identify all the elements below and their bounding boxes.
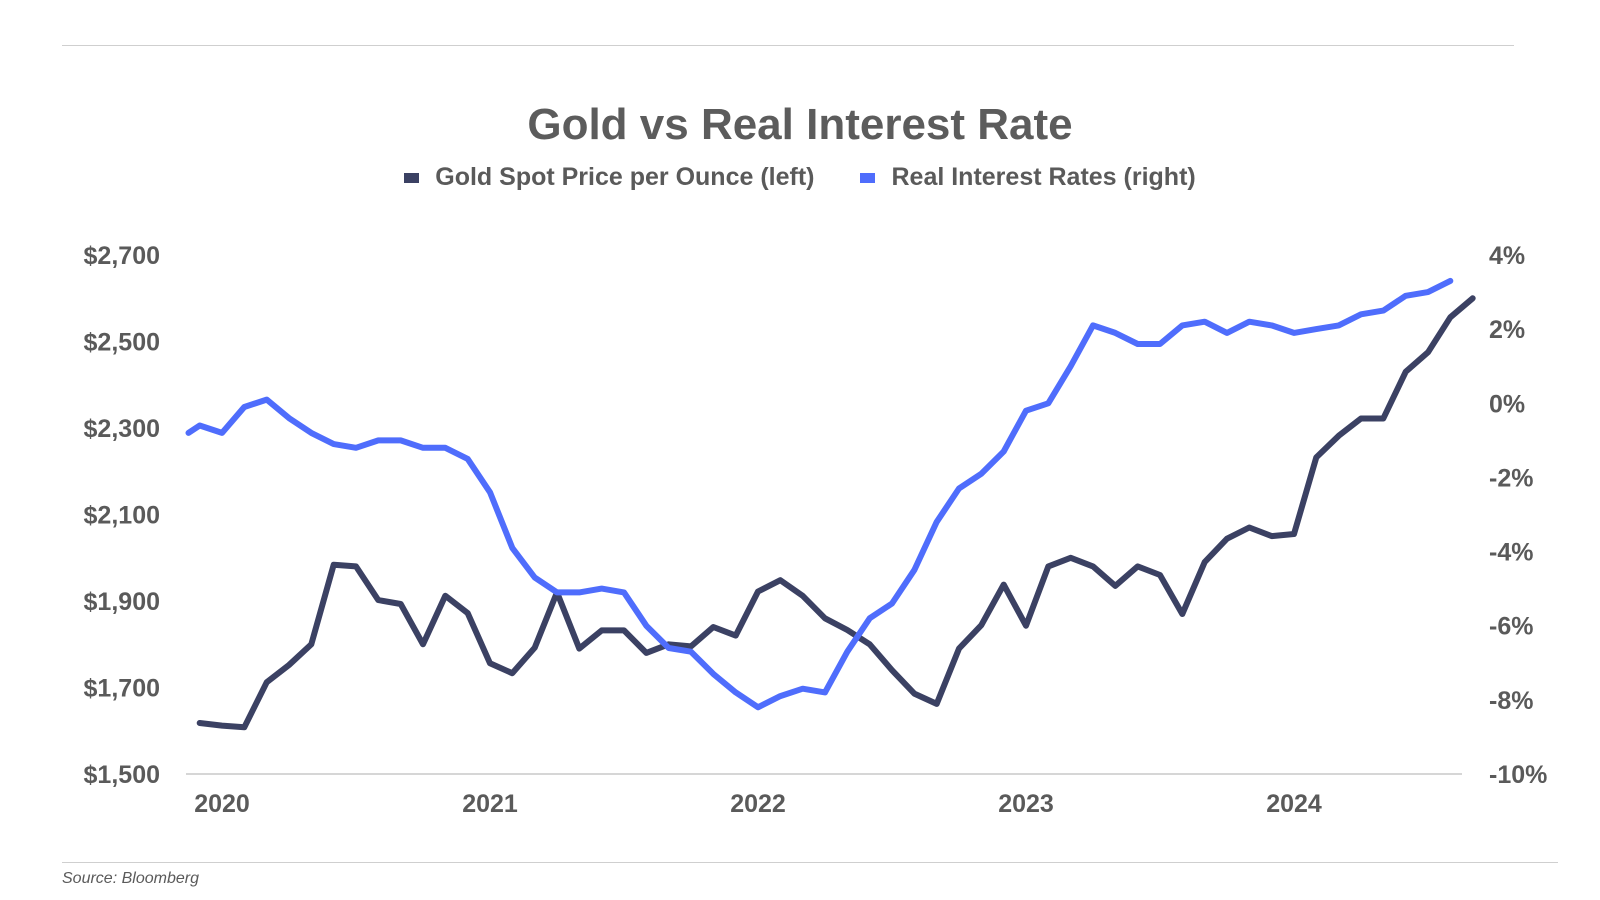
right-axis-tick-label: -10% [1489, 761, 1547, 789]
left-axis-tick-label: $2,100 [84, 502, 160, 530]
legend: Gold Spot Price per Ounce (left) Real In… [0, 163, 1600, 192]
left-axis-tick-label: $2,700 [84, 242, 160, 270]
right-axis-tick-label: -2% [1489, 464, 1533, 492]
x-axis-tick-label: 2024 [1266, 790, 1322, 818]
right-axis-tick-label: -6% [1489, 613, 1533, 641]
right-axis-tick-label: -8% [1489, 687, 1533, 715]
x-axis-tick-label: 2023 [998, 790, 1054, 818]
left-axis-tick-label: $2,300 [84, 415, 160, 443]
right-axis-tick-label: 2% [1489, 316, 1525, 344]
top-divider [62, 45, 1514, 46]
legend-swatch-gold [404, 172, 420, 183]
right-axis-tick-label: -4% [1489, 539, 1533, 567]
series-line-gold [196, 295, 1476, 731]
left-axis-tick-label: $1,900 [84, 588, 160, 616]
bottom-divider [62, 862, 1558, 863]
left-axis-tick-label: $2,500 [84, 329, 160, 357]
legend-item-gold: Gold Spot Price per Ounce (left) [404, 163, 814, 192]
legend-item-real-rates: Real Interest Rates (right) [860, 163, 1196, 192]
right-axis-tick-label: 0% [1489, 390, 1525, 418]
x-axis-tick-label: 2020 [194, 790, 250, 818]
series-line-real-rates [185, 277, 1454, 711]
legend-swatch-real-rates [860, 172, 876, 183]
x-axis-tick-label: 2022 [730, 790, 786, 818]
left-axis-tick-label: $1,500 [84, 761, 160, 789]
source-note: Source: Bloomberg [62, 870, 199, 887]
legend-label-gold: Gold Spot Price per Ounce (left) [435, 163, 815, 191]
x-axis-tick-label: 2021 [462, 790, 518, 818]
left-axis-tick-label: $1,700 [84, 675, 160, 703]
chart-title: Gold vs Real Interest Rate [527, 100, 1073, 149]
right-axis-tick-label: 4% [1489, 242, 1525, 270]
legend-label-real-rates: Real Interest Rates (right) [891, 163, 1196, 191]
